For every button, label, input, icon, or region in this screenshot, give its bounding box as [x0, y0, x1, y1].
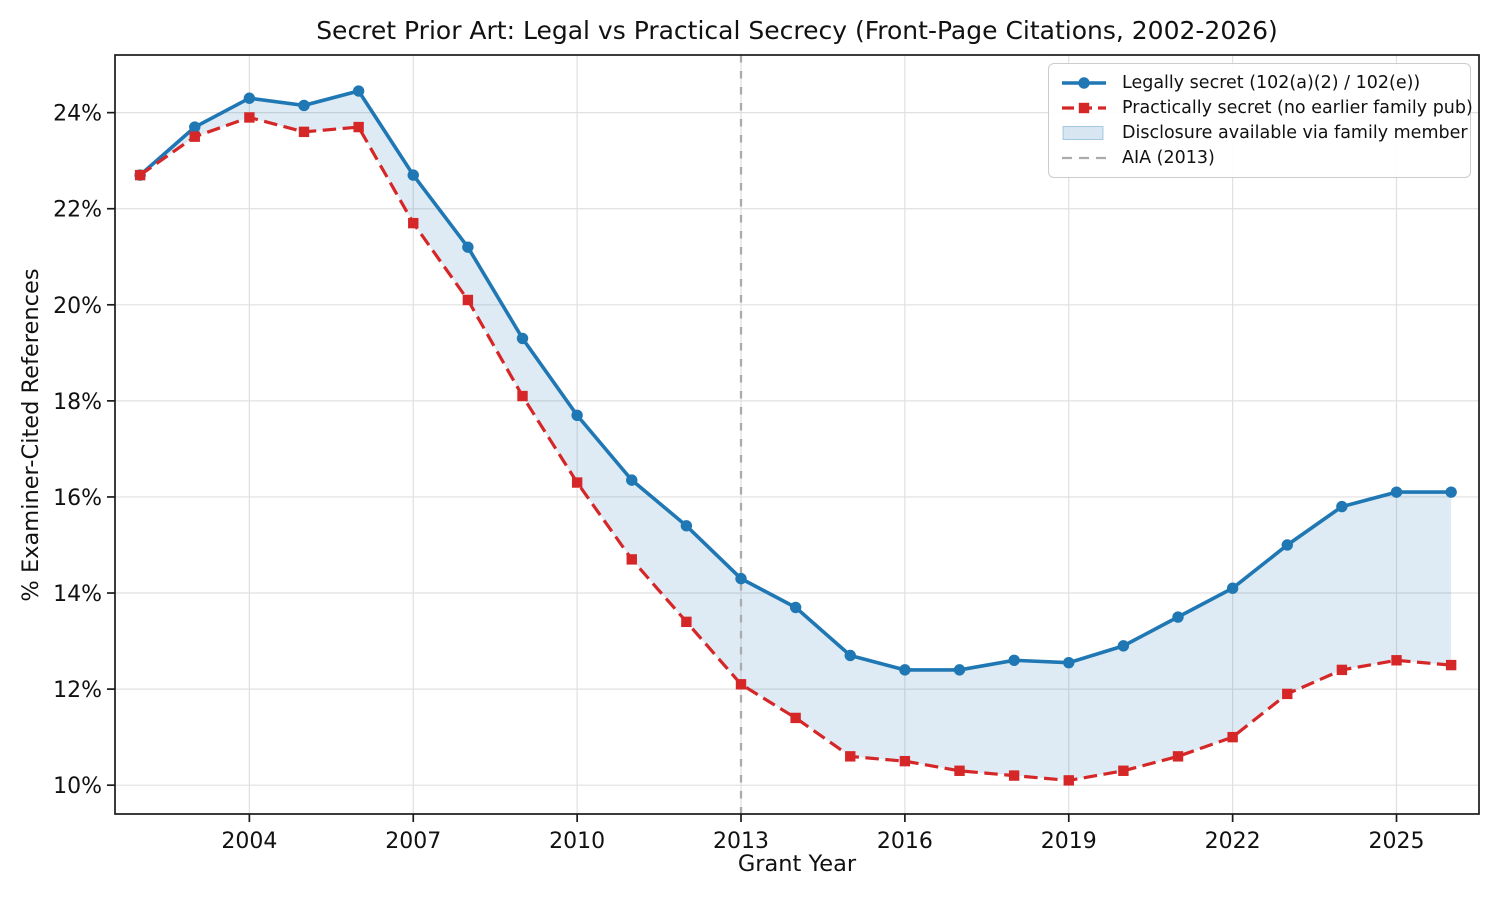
data-point-practical	[735, 679, 747, 690]
x-tick-label: 2025	[1369, 829, 1425, 854]
legend-item-label: Disclosure available via family member	[1122, 123, 1468, 144]
y-tick-label: 14%	[53, 582, 102, 607]
legend-dashed-line-square-icon	[1062, 102, 1106, 114]
data-point-legal	[516, 332, 529, 345]
data-point-practical	[790, 712, 801, 724]
data-point-legal	[352, 85, 365, 97]
data-point-legal	[1445, 486, 1457, 498]
data-point-practical	[353, 121, 364, 133]
legend-item-legally-secret: Legally secret (102(a)(2) / 102(e))	[1060, 70, 1460, 95]
data-point-legal	[1008, 654, 1020, 666]
chart-title: Secret Prior Art: Legal vs Practical Sec…	[316, 16, 1278, 45]
data-point-legal	[571, 409, 583, 421]
data-point-legal	[189, 121, 201, 133]
x-tick-label: 2013	[713, 829, 769, 854]
data-point-practical	[189, 131, 200, 142]
data-point-practical	[517, 390, 528, 402]
data-point-legal	[1226, 582, 1239, 594]
data-point-legal	[1281, 539, 1293, 551]
legend-item-practically-secret: Practically secret (no earlier family pu…	[1060, 95, 1473, 120]
x-tick-label: 2016	[877, 829, 933, 854]
data-point-practical	[899, 755, 911, 767]
data-point-legal	[626, 474, 638, 486]
data-point-practical	[1282, 688, 1293, 700]
y-tick-label: 12%	[53, 678, 102, 703]
data-point-practical	[845, 751, 856, 762]
y-tick-label: 22%	[53, 198, 102, 223]
x-tick-label: 2007	[385, 829, 441, 854]
data-point-legal	[844, 649, 856, 662]
data-point-practical	[408, 217, 419, 229]
data-point-legal	[407, 169, 419, 181]
data-point-practical	[298, 126, 310, 138]
legend-patch-icon	[1062, 126, 1104, 141]
disclosure-band-area	[140, 91, 1452, 781]
y-tick-label: 10%	[53, 774, 102, 799]
data-point-legal	[899, 664, 911, 676]
data-point-practical	[1063, 775, 1074, 786]
data-point-practical	[1391, 655, 1402, 666]
legend-gray-dashed-line-icon	[1062, 157, 1106, 160]
y-tick-label: 16%	[53, 486, 102, 511]
legend-item-aia-line: AIA (2013)	[1060, 146, 1460, 171]
data-point-practical	[681, 616, 692, 628]
legend: Legally secret (102(a)(2) / 102(e)) Prac…	[1048, 63, 1473, 178]
data-point-legal	[1117, 640, 1130, 652]
data-point-practical	[1008, 770, 1020, 781]
data-point-legal	[789, 601, 802, 614]
legend-circle-marker	[1078, 76, 1090, 89]
legend-item-label: Practically secret (no earlier family pu…	[1122, 97, 1473, 118]
data-point-practical	[954, 765, 965, 776]
y-axis-label: % Examiner-Cited References	[18, 268, 44, 602]
y-tick-label: 24%	[53, 102, 102, 127]
y-tick-label: 20%	[53, 294, 102, 319]
data-point-legal	[1172, 611, 1184, 623]
data-point-practical	[1172, 751, 1184, 762]
legend-item-disclosure-band: Disclosure available via family member	[1060, 121, 1468, 146]
data-point-practical	[571, 477, 583, 488]
data-point-legal	[953, 664, 966, 676]
y-tick-label: 18%	[53, 390, 102, 415]
data-point-practical	[1227, 731, 1238, 743]
x-tick-label: 2019	[1041, 829, 1097, 854]
data-point-practical	[1336, 664, 1348, 676]
x-tick-label: 2010	[549, 829, 605, 854]
legend-patch	[1062, 126, 1104, 141]
data-point-practical	[626, 554, 637, 565]
data-point-practical	[244, 112, 255, 123]
data-point-legal	[1063, 656, 1075, 669]
data-point-legal	[462, 241, 474, 253]
data-point-legal	[680, 520, 693, 532]
data-point-legal	[1390, 486, 1403, 498]
x-axis-label: Grant Year	[737, 851, 857, 877]
legend-line-circle-icon	[1062, 76, 1106, 89]
x-tick-label: 2004	[221, 829, 277, 854]
x-tick-label: 2022	[1205, 829, 1261, 854]
data-point-practical	[462, 294, 474, 306]
data-point-legal	[735, 572, 747, 585]
data-point-legal	[298, 99, 310, 112]
data-point-practical	[1118, 765, 1129, 776]
data-point-legal	[1336, 500, 1348, 513]
axes-spines	[114, 54, 1480, 815]
legend-item-label: Legally secret (102(a)(2) / 102(e))	[1122, 72, 1421, 93]
data-point-practical	[134, 169, 146, 181]
data-point-legal	[243, 92, 256, 104]
data-point-practical	[1445, 659, 1457, 671]
legend-item-label: AIA (2013)	[1122, 148, 1215, 169]
legend-square-marker	[1078, 102, 1090, 114]
